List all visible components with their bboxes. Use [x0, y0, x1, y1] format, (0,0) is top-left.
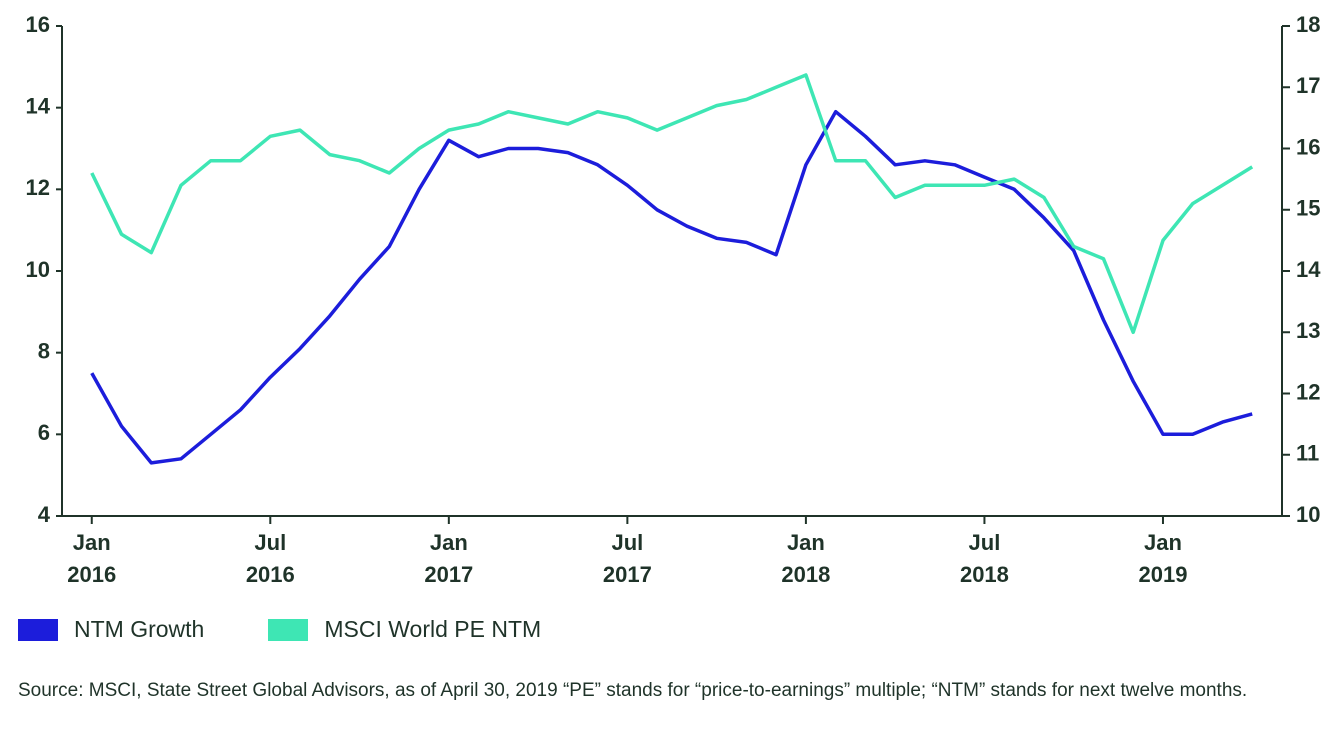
y2-tick-label: 11	[1296, 441, 1319, 466]
x-tick-label-line: 2018	[781, 562, 830, 587]
x-tick-label-line: Jan	[73, 530, 111, 555]
series-line	[90, 109, 1253, 465]
x-tick-label-line: Jul	[611, 530, 643, 555]
y-tick-label: 16	[26, 12, 50, 37]
x-tick-label-line: Jan	[430, 530, 468, 555]
x-tick-label: Jan 2019	[1138, 530, 1187, 587]
y-tick-label: 10	[26, 257, 50, 282]
x-tick-label: Jan 2016	[67, 530, 116, 587]
chart: 4 6 8 10 12 14 16 10 11 12 13 14 15 16 17 18 Jan 2016 Jul 2…	[26, 12, 1322, 587]
y2-tick-label: 17	[1296, 73, 1320, 98]
y-tick-label: 14	[26, 93, 51, 118]
x-tick-label: Jul 2018	[960, 530, 1009, 587]
y-tick-label: 6	[38, 420, 50, 445]
x-tick-label-line: Jul	[254, 530, 286, 555]
x-tick-label-line: 2017	[424, 562, 473, 587]
y-tick-label: 12	[26, 175, 50, 200]
y2-tick-label: 18	[1296, 12, 1320, 37]
y2-tick-label: 10	[1296, 502, 1320, 527]
legend-item: NTM Growth	[18, 616, 204, 643]
legend-label: MSCI World PE NTM	[324, 616, 542, 642]
x-tick-label-line: 2016	[67, 562, 116, 587]
y2-tick-label: 15	[1296, 196, 1320, 221]
y2-tick-label: 14	[1296, 257, 1321, 282]
y2-tick-label: 12	[1296, 379, 1320, 404]
y-tick-label: 8	[38, 338, 50, 363]
x-tick-label: Jul 2017	[603, 530, 652, 587]
x-tick-label: Jul 2016	[246, 530, 295, 587]
x-tick-label-line: Jan	[787, 530, 825, 555]
x-tick-label-line: 2019	[1138, 562, 1187, 587]
x-tick-label-line: 2016	[246, 562, 295, 587]
legend-label: NTM Growth	[74, 616, 205, 642]
x-tick-label: Jan 2018	[781, 530, 830, 587]
x-tick-label-line: 2018	[960, 562, 1009, 587]
y2-tick-label: 13	[1296, 318, 1320, 343]
x-tick-label-line: Jul	[969, 530, 1001, 555]
legend-item: MSCI World PE NTM	[268, 616, 541, 643]
series-line	[90, 73, 1254, 335]
x-tick-label-line: 2017	[603, 562, 652, 587]
legend-swatch	[18, 618, 58, 641]
y-tick-label: 4	[38, 502, 51, 527]
x-tick-label: Jan 2017	[424, 530, 473, 587]
legend: NTM Growth MSCI World PE NTM	[18, 616, 541, 643]
x-tick-label-line: Jan	[1144, 530, 1182, 555]
source-note: Source: MSCI, State Street Global Adviso…	[18, 680, 1248, 701]
y2-tick-label: 16	[1296, 134, 1320, 159]
legend-swatch	[268, 618, 309, 641]
